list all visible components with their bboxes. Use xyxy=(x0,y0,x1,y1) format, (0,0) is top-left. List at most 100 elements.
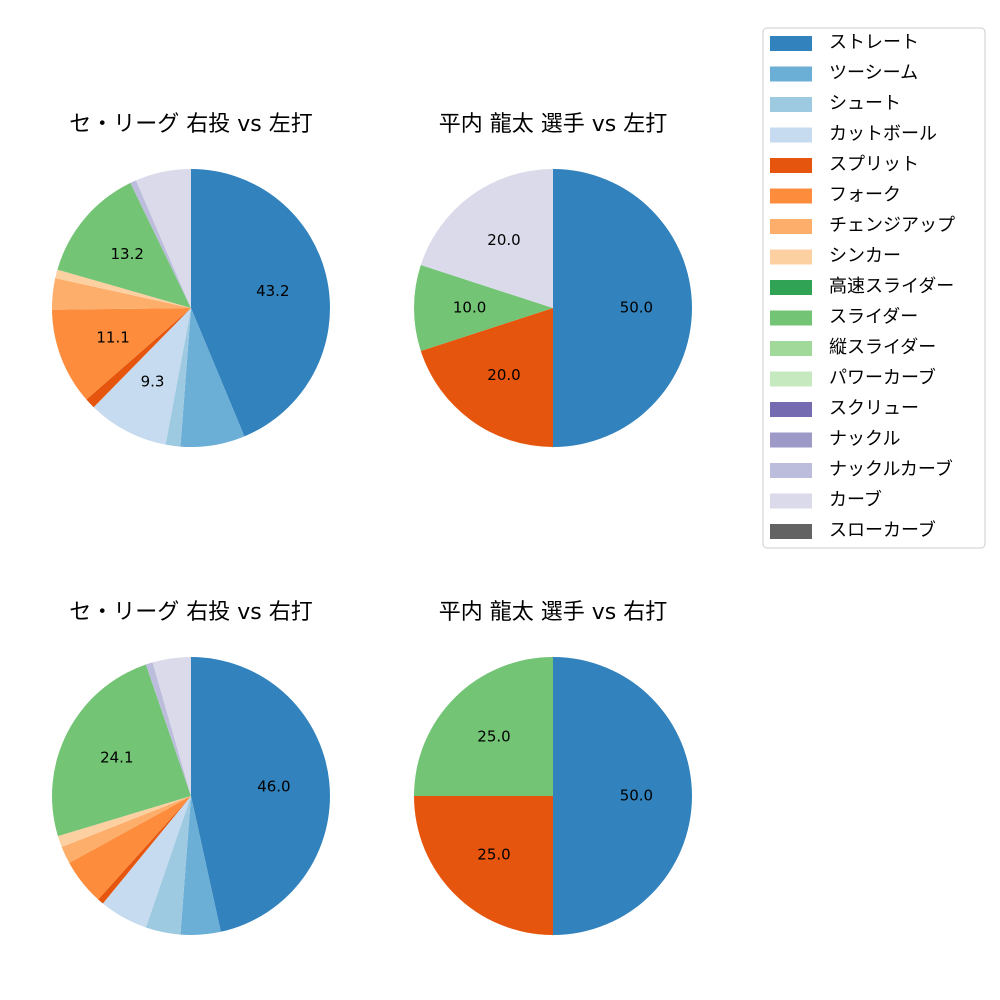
legend-swatch xyxy=(770,341,812,356)
legend-label: フォーク xyxy=(829,185,901,206)
pie-slice xyxy=(69,796,191,900)
legend-label: シンカー xyxy=(829,246,901,267)
pie-chart-2: 平内 龍太 選手 vs 左打 50.0 20.0 10.0 20.0 xyxy=(413,112,692,447)
legend-swatch xyxy=(770,36,812,51)
legend-item: パワーカーブ xyxy=(770,367,936,389)
legend-label: カーブ xyxy=(829,489,882,511)
legend-swatch xyxy=(770,219,812,234)
legend-label: 縦スライダー xyxy=(829,337,936,358)
pie-slice-label: 20.0 xyxy=(487,366,520,384)
pie-slice-label: 25.0 xyxy=(477,846,510,864)
pie-slice xyxy=(553,169,692,447)
legend-label: ナックル xyxy=(829,429,900,450)
legend-item: スライダー xyxy=(770,307,918,328)
pie-slice xyxy=(98,796,191,904)
pie-title: セ・リーグ 右投 vs 右打 xyxy=(69,600,312,625)
legend-item: シュート xyxy=(770,93,901,114)
legend-swatch xyxy=(770,188,812,204)
legend-frame xyxy=(762,27,986,549)
legend-swatch xyxy=(770,127,812,143)
pie-slice xyxy=(191,657,330,932)
pie-slice xyxy=(57,182,191,308)
pie-title: セ・リーグ 右投 vs 左打 xyxy=(69,112,312,137)
pie-slice xyxy=(180,796,221,936)
pie-slice-label: 10.0 xyxy=(453,299,486,317)
pie-slice xyxy=(152,657,191,796)
pie-slice-label: 25.0 xyxy=(477,728,510,746)
legend-label: スローカーブ xyxy=(829,519,936,541)
legend-item: フォーク xyxy=(770,185,901,206)
legend-label: スクリュー xyxy=(829,398,919,419)
pie-slice-label: 11.1 xyxy=(96,328,129,346)
legend-label: カットボール xyxy=(829,124,937,145)
legend-item: 縦スライダー xyxy=(770,337,936,358)
pie-charts: セ・リーグ 右投 vs 左打 43.2 9.3 11.1 13.2 平内 龍太 選手 vs… xyxy=(51,112,692,936)
legend-item: カットボール xyxy=(770,124,937,145)
pie-slice xyxy=(57,796,191,847)
pie-title: 平内 龍太 選手 vs 右打 xyxy=(439,600,667,625)
pie-slice-label: 24.1 xyxy=(100,748,133,766)
legend-item: ストレート xyxy=(770,32,919,53)
pie-chart-4: 平内 龍太 選手 vs 右打 50.0 25.0 25.0 xyxy=(414,600,692,935)
legend-label: ツーシーム xyxy=(829,63,918,84)
legend-swatch xyxy=(770,402,812,417)
legend-swatch xyxy=(770,66,812,82)
pie-slice xyxy=(51,278,192,310)
legend-swatch xyxy=(770,493,812,509)
pie-title: 平内 龍太 選手 vs 左打 xyxy=(439,112,667,137)
pie-slice xyxy=(413,265,553,351)
legend-item: ナックル xyxy=(770,429,900,450)
pie-slice xyxy=(52,308,192,400)
pie-slice xyxy=(93,308,191,445)
pie-slice xyxy=(55,269,191,308)
legend-label: ナックルカーブ xyxy=(829,458,953,480)
pie-slice xyxy=(145,662,191,796)
pie-slice xyxy=(414,796,553,935)
legend-swatch xyxy=(770,371,812,387)
legend-item: チェンジアップ xyxy=(770,215,955,236)
pie-slice-label: 43.2 xyxy=(256,282,289,300)
pie-slice xyxy=(102,796,191,928)
pie-slice-label: 9.3 xyxy=(141,373,165,391)
legend-swatch xyxy=(770,280,812,295)
legend-label: シュート xyxy=(829,93,901,114)
pie-slice xyxy=(191,169,330,437)
legend-item: スクリュー xyxy=(770,398,919,419)
pie-slice-label: 46.0 xyxy=(257,778,290,796)
pie-slice xyxy=(135,169,191,308)
legend-item: カーブ xyxy=(770,489,882,511)
legend-item: スプリット xyxy=(770,154,919,175)
legend: ストレートツーシームシュートカットボールスプリットフォークチェンジアップシンカー… xyxy=(762,27,986,549)
pie-slice xyxy=(165,308,191,447)
legend-swatch xyxy=(770,524,812,539)
pie-slice-label: 13.2 xyxy=(110,245,143,263)
legend-swatch xyxy=(770,249,812,265)
legend-label: パワーカーブ xyxy=(829,367,936,389)
pie-slice xyxy=(180,308,245,448)
pie-chart-1: セ・リーグ 右投 vs 左打 43.2 9.3 11.1 13.2 xyxy=(51,112,330,448)
legend-item: スローカーブ xyxy=(770,519,936,541)
pie-slice xyxy=(145,796,191,935)
legend-label: 高速スライダー xyxy=(829,276,954,297)
legend-label: スプリット xyxy=(829,154,919,175)
legend-label: チェンジアップ xyxy=(829,215,955,236)
legend-item: シンカー xyxy=(770,246,901,267)
legend-item: 高速スライダー xyxy=(770,276,954,297)
legend-label: スライダー xyxy=(829,307,918,328)
legend-swatch xyxy=(770,432,812,448)
legend-item: ナックルカーブ xyxy=(770,458,953,480)
pie-slice xyxy=(86,308,191,408)
pie-slice xyxy=(130,180,191,308)
pie-slice xyxy=(61,796,191,863)
legend-swatch xyxy=(770,97,812,112)
pie-slice-label: 20.0 xyxy=(487,231,520,249)
legend-swatch xyxy=(770,310,812,326)
pie-slice-label: 50.0 xyxy=(620,299,653,317)
pie-slice xyxy=(52,664,192,837)
pie-chart-3: セ・リーグ 右投 vs 右打 46.0 24.1 xyxy=(52,600,330,936)
pie-slice-label: 50.0 xyxy=(620,787,653,805)
pie-slice xyxy=(414,657,553,796)
legend-items: ストレートツーシームシュートカットボールスプリットフォークチェンジアップシンカー… xyxy=(770,32,955,541)
legend-swatch xyxy=(770,158,812,173)
